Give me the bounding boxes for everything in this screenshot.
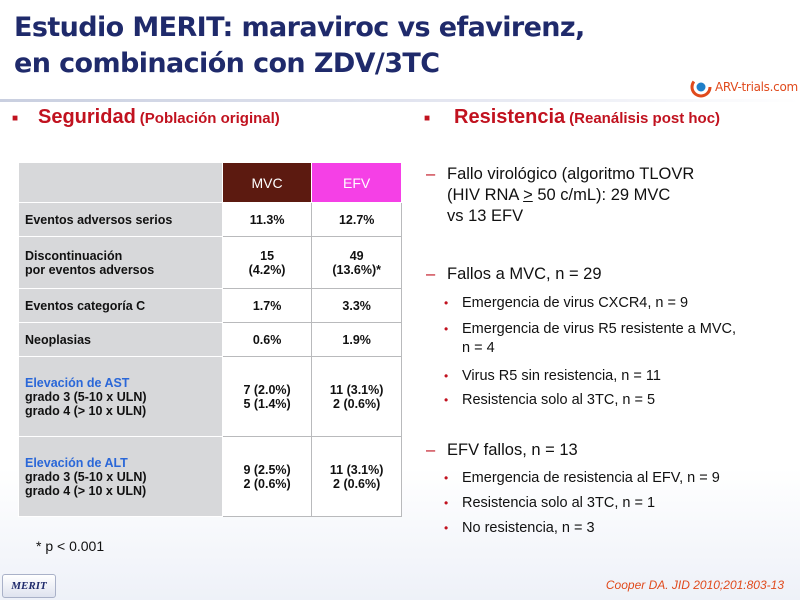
dot-bullet-icon: • bbox=[444, 393, 449, 407]
dot-bullet-icon: • bbox=[444, 369, 449, 383]
dot-bullet-icon: • bbox=[444, 322, 449, 336]
title-divider bbox=[0, 99, 800, 102]
value-line: 11 (3.1%) bbox=[329, 462, 384, 477]
citation: Cooper DA. JID 2010;201:803-13 bbox=[605, 578, 784, 592]
square-bullet-icon: ■ bbox=[424, 113, 431, 124]
list-item-text: EFV fallos, n = 13 bbox=[447, 441, 578, 459]
label-highlight: AST bbox=[104, 375, 130, 390]
label-highlight: ALT bbox=[104, 455, 128, 470]
sub-item-text: Resistencia solo al 3TC, n = 1 bbox=[462, 495, 656, 511]
row-label-line: Elevación de ALT bbox=[25, 456, 216, 470]
value-line: (4.2%) bbox=[248, 262, 286, 277]
list-item-text: Fallo virológico (algoritmo TLOVR (HIV R… bbox=[447, 164, 787, 227]
efv-value: 11 (3.1%) 2 (0.6%) bbox=[311, 436, 402, 517]
value-line: 2 (0.6%) bbox=[243, 476, 291, 491]
mvc-value: 1.7% bbox=[221, 288, 313, 323]
text-line: Emergencia de virus R5 resistente a MVC, bbox=[462, 321, 736, 337]
text-segment: (HIV RNA bbox=[447, 186, 524, 204]
row-label-line: grado 4 (> 10 x ULN) bbox=[25, 403, 147, 418]
table-row: Eventos categoría C 1.7% 3.3% bbox=[18, 288, 402, 323]
table-header-row: MVC EFV bbox=[18, 162, 402, 203]
efv-value: 1.9% bbox=[311, 322, 402, 357]
arv-trials-logo: ARV-trials.com bbox=[690, 76, 798, 98]
value-line: 7 (2.0%) bbox=[243, 382, 291, 397]
efv-value: 49 (13.6%)* bbox=[311, 236, 402, 289]
mvc-value: 0.6% bbox=[221, 322, 313, 357]
table-row: Neoplasias 0.6% 1.9% bbox=[18, 322, 402, 357]
row-label: Elevación de AST grado 3 (5-10 x ULN) gr… bbox=[18, 356, 223, 437]
table-row: Eventos adversos serios 11.3% 12.7% bbox=[18, 202, 402, 237]
column-header-mvc: MVC bbox=[221, 162, 313, 203]
mvc-value: 11.3% bbox=[221, 202, 313, 237]
row-label-line: por eventos adversos bbox=[25, 262, 155, 277]
safety-table: MVC EFV Eventos adversos serios 11.3% 12… bbox=[18, 162, 402, 517]
text-segment: 50 c/mL): 29 MVC bbox=[532, 186, 671, 204]
row-label: Neoplasias bbox=[18, 322, 223, 357]
row-label-line: Elevación de AST bbox=[25, 376, 216, 390]
dash-bullet-icon: – bbox=[426, 165, 436, 183]
efv-value: 11 (3.1%) 2 (0.6%) bbox=[311, 356, 402, 437]
safety-heading-sub: (Población original) bbox=[139, 110, 280, 127]
row-label-line: grado 4 (> 10 x ULN) bbox=[25, 483, 147, 498]
value-line: 49 bbox=[349, 248, 364, 263]
row-label: Eventos adversos serios bbox=[18, 202, 223, 237]
resistance-heading: Resistencia (Reanálisis post hoc) bbox=[454, 106, 720, 129]
dot-bullet-icon: • bbox=[444, 521, 449, 535]
column-header-efv: EFV bbox=[311, 162, 402, 203]
merit-study-badge: MERIT bbox=[2, 574, 56, 598]
text-line: n = 4 bbox=[462, 340, 495, 356]
sub-item-text: Emergencia de resistencia al EFV, n = 9 bbox=[462, 470, 720, 486]
sub-item-text: Emergencia de virus R5 resistente a MVC,… bbox=[462, 320, 792, 358]
mvc-value: 7 (2.0%) 5 (1.4%) bbox=[221, 356, 313, 437]
label-prefix: Elevación de bbox=[25, 375, 105, 390]
dot-bullet-icon: • bbox=[444, 496, 449, 510]
safety-heading-main: Seguridad bbox=[38, 106, 136, 128]
efv-value: 3.3% bbox=[311, 288, 402, 323]
table-row: Elevación de ALT grado 3 (5-10 x ULN) gr… bbox=[18, 436, 402, 517]
value-line: 9 (2.5%) bbox=[243, 462, 291, 477]
logo-text: ARV-trials.com bbox=[715, 80, 798, 94]
table-corner bbox=[18, 162, 223, 203]
dash-bullet-icon: – bbox=[426, 441, 436, 459]
value-line: 15 bbox=[260, 248, 275, 263]
ge-symbol: > bbox=[523, 186, 533, 204]
dash-bullet-icon: – bbox=[426, 265, 436, 283]
sub-item-text: Resistencia solo al 3TC, n = 5 bbox=[462, 392, 656, 408]
row-label-line: grado 3 (5-10 x ULN) bbox=[25, 469, 147, 484]
resistance-heading-sub: (Reanálisis post hoc) bbox=[569, 110, 721, 127]
square-bullet-icon: ■ bbox=[12, 113, 19, 124]
sub-item-text: Emergencia de virus CXCR4, n = 9 bbox=[462, 295, 689, 311]
row-label: Elevación de ALT grado 3 (5-10 x ULN) gr… bbox=[18, 436, 223, 517]
slide-title: Estudio MERIT: maraviroc vs efavirenz, e… bbox=[14, 10, 654, 82]
text-line: vs 13 EFV bbox=[447, 207, 524, 225]
text-line: Fallo virológico (algoritmo TLOVR bbox=[447, 165, 695, 183]
dot-bullet-icon: • bbox=[444, 471, 449, 485]
list-item-text: Fallos a MVC, n = 29 bbox=[447, 265, 602, 283]
footnote: * p < 0.001 bbox=[36, 538, 105, 554]
row-label-line: Discontinuación bbox=[25, 248, 123, 263]
value-line: 5 (1.4%) bbox=[243, 396, 291, 411]
label-prefix: Elevación de bbox=[25, 455, 105, 470]
value-line: 2 (0.6%) bbox=[333, 476, 381, 491]
text-line: (HIV RNA > 50 c/mL): 29 MVC bbox=[447, 185, 787, 206]
title-line-2: en combinación con ZDV/3TC bbox=[14, 48, 440, 79]
safety-heading: Seguridad (Población original) bbox=[38, 106, 280, 129]
row-label: Eventos categoría C bbox=[18, 288, 223, 323]
table-row: Discontinuación por eventos adversos 15 … bbox=[18, 236, 402, 289]
mvc-value: 15 (4.2%) bbox=[221, 236, 313, 289]
value-line: (13.6%)* bbox=[332, 262, 381, 277]
row-label-line: grado 3 (5-10 x ULN) bbox=[25, 389, 147, 404]
sub-item-text: Virus R5 sin resistencia, n = 11 bbox=[462, 368, 661, 384]
mvc-value: 9 (2.5%) 2 (0.6%) bbox=[221, 436, 313, 517]
sub-item-text: No resistencia, n = 3 bbox=[462, 520, 595, 536]
table-row: Elevación de AST grado 3 (5-10 x ULN) gr… bbox=[18, 356, 402, 437]
value-line: 2 (0.6%) bbox=[333, 396, 381, 411]
title-line-1: Estudio MERIT: maraviroc vs efavirenz, bbox=[14, 12, 585, 43]
logo-swirl-icon bbox=[690, 76, 712, 98]
row-label: Discontinuación por eventos adversos bbox=[18, 236, 223, 289]
value-line: 11 (3.1%) bbox=[329, 382, 384, 397]
resistance-heading-main: Resistencia bbox=[454, 106, 566, 128]
dot-bullet-icon: • bbox=[444, 296, 449, 310]
efv-value: 12.7% bbox=[311, 202, 402, 237]
